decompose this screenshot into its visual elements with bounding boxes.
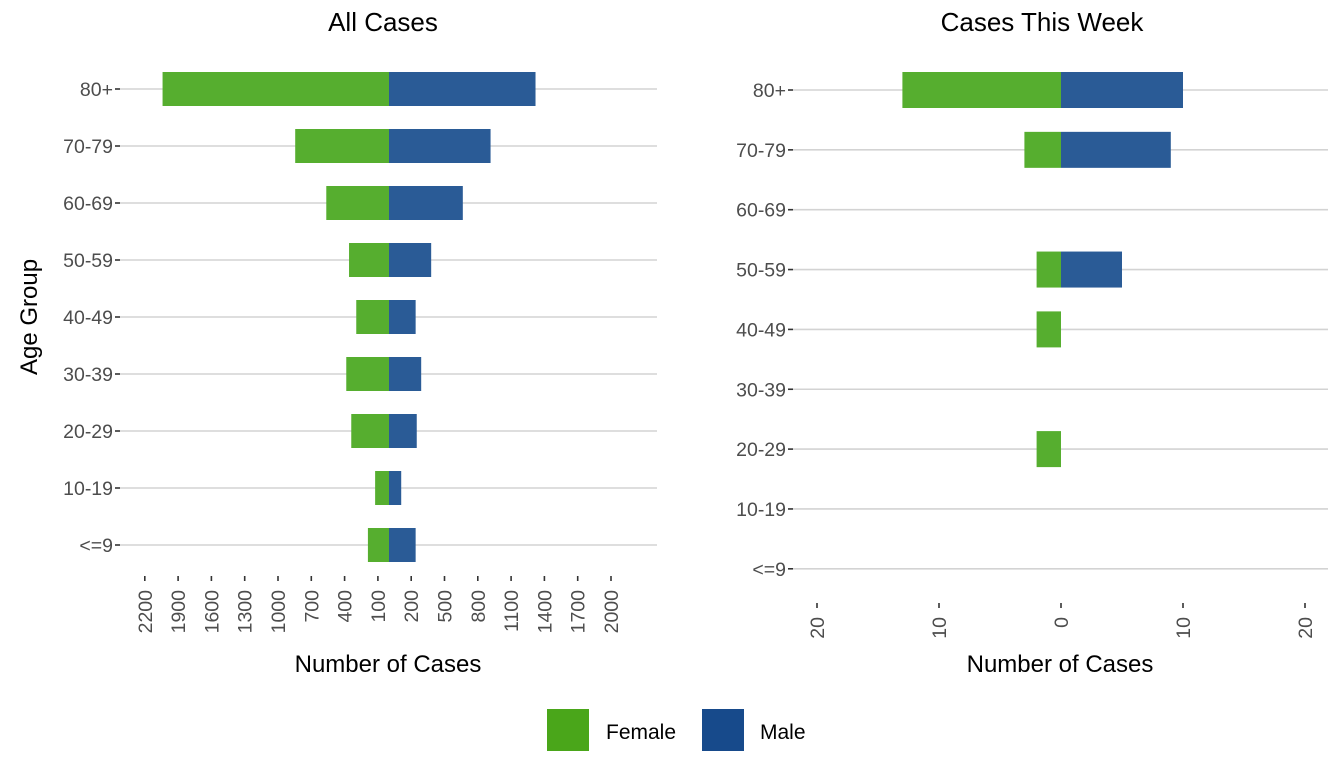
bar-female (902, 72, 1061, 108)
x-tick-label: 1600 (201, 590, 223, 634)
y-tick-label: 10-19 (63, 478, 113, 500)
y-axis-title: Age Group (16, 259, 43, 375)
bar-female (1036, 251, 1061, 288)
y-tick-label: 40-49 (63, 307, 113, 329)
x-tick-label: 20 (807, 617, 829, 639)
chart-title-cases-this-week: Cases This Week (941, 7, 1145, 37)
bar-female (375, 471, 389, 505)
bar-male (389, 72, 536, 106)
y-tick-label: 30-39 (736, 379, 786, 401)
bar-female (349, 243, 389, 277)
y-tick-label: 20-29 (63, 421, 113, 443)
chart-title-all-cases: All Cases (328, 7, 438, 37)
x-tick-label: 500 (435, 590, 457, 623)
x-tick-label: 1100 (501, 590, 523, 632)
x-tick-label: 2200 (135, 590, 157, 634)
bar-male (389, 357, 422, 391)
y-tick-label: <=9 (752, 559, 786, 581)
legend-label-female: Female (606, 721, 676, 744)
bar-female (295, 129, 389, 163)
x-tick-label: 200 (401, 590, 423, 623)
bar-male (1061, 251, 1122, 288)
legend-label-male: Male (760, 721, 806, 744)
bar-female (326, 186, 389, 220)
panel-cases-this-week: <=9 10-19 20-29 30-39 40-49 50-59 60-69 70-79 80… (736, 72, 1328, 639)
x-tick-label: 10 (1173, 617, 1195, 639)
y-tick-label: 30-39 (63, 364, 113, 386)
x-tick-label: 0 (1051, 617, 1073, 628)
bar-male (389, 186, 463, 220)
x-tick-label: 1900 (168, 590, 190, 634)
legend: Female Male (547, 709, 806, 751)
x-tick-label: 700 (301, 590, 323, 623)
legend-swatch-male (702, 709, 744, 751)
y-tick-label: 80+ (80, 79, 113, 101)
bar-female (1036, 431, 1061, 468)
y-tick-label: <=9 (79, 535, 113, 557)
bar-male (389, 300, 416, 334)
bar-female (162, 72, 389, 106)
x-tick-label: 1400 (534, 590, 556, 634)
y-tick-label: 20-29 (736, 439, 786, 461)
bar-female (1036, 311, 1061, 348)
bar-male (389, 129, 491, 163)
bar-female (351, 414, 389, 448)
x-tick-label: 1700 (568, 590, 590, 634)
bar-male (1061, 72, 1183, 108)
bar-female (356, 300, 389, 334)
panel-all-cases: <=9 10-19 20-29 30-39 40-49 50-59 60-69 70-79 80… (63, 72, 657, 633)
bar-male (389, 528, 416, 562)
x-tick-label: 400 (335, 590, 357, 623)
x-tick-label: 1000 (268, 590, 290, 634)
y-tick-label: 50-59 (736, 260, 786, 282)
y-tick-label: 10-19 (736, 499, 786, 521)
y-tick-label: 60-69 (736, 200, 786, 222)
y-tick-label: 70-79 (63, 136, 113, 158)
y-tick-label: 70-79 (736, 140, 786, 162)
y-tick-label: 60-69 (63, 193, 113, 215)
bar-female (346, 357, 389, 391)
bar-female (1024, 131, 1061, 168)
bar-male (1061, 131, 1171, 168)
bar-male (389, 414, 417, 448)
bar-male (389, 471, 402, 505)
y-tick-label: 80+ (753, 80, 786, 102)
x-axis-title-left: Number of Cases (295, 651, 482, 678)
y-tick-label: 40-49 (736, 319, 786, 341)
bar-female (367, 528, 389, 562)
x-tick-label: 1300 (235, 590, 257, 634)
x-tick-label: 800 (468, 590, 490, 623)
x-tick-label: 20 (1295, 617, 1317, 639)
x-tick-label: 2000 (601, 590, 623, 634)
y-tick-label: 50-59 (63, 250, 113, 272)
x-tick-label: 10 (929, 617, 951, 639)
legend-swatch-female (547, 709, 589, 751)
x-axis-title-right: Number of Cases (967, 651, 1154, 678)
x-tick-label: 100 (368, 590, 390, 623)
bar-male (389, 243, 432, 277)
